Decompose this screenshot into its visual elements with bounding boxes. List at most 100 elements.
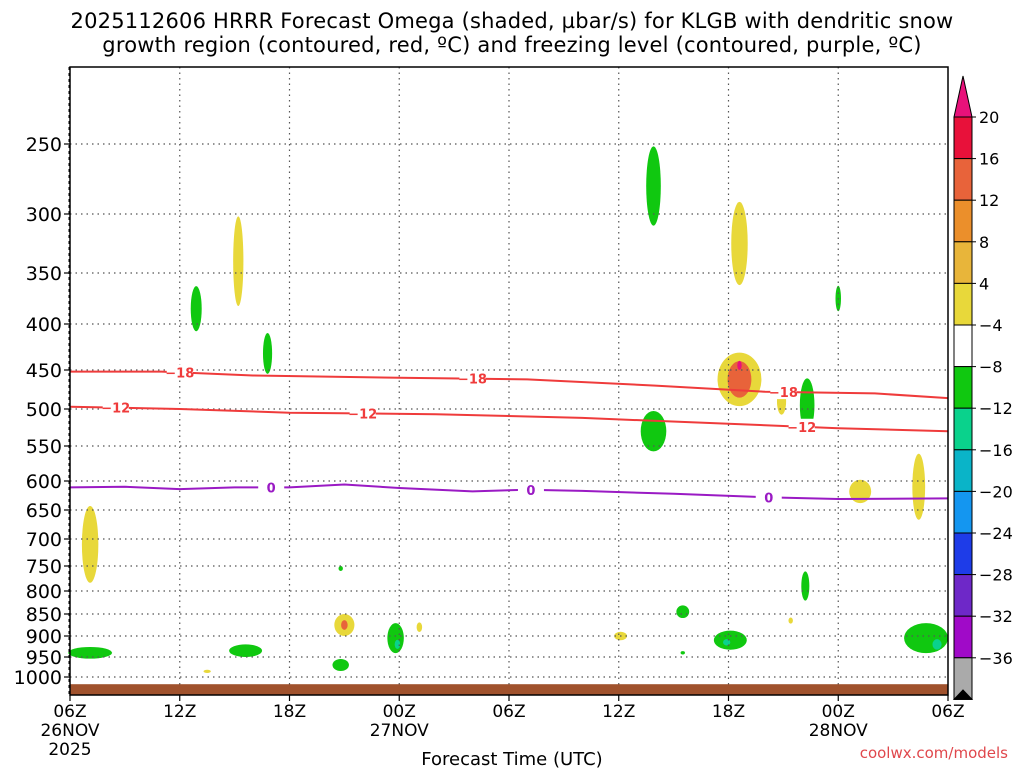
x-tick-label: 18Z (273, 702, 306, 722)
x-axis-label: Forecast Time (UTC) (421, 749, 603, 770)
colorbar-segment (953, 366, 973, 409)
colorbar-segment (953, 490, 973, 534)
y-tick-label: 850 (26, 604, 62, 626)
omega-shaded-region (394, 639, 401, 650)
colorbar-tick-label: −16 (979, 441, 1013, 460)
contour-label-0: 0 (526, 484, 535, 499)
x-tick-label: 26NOV (40, 721, 99, 741)
omega-shaded-region (190, 286, 202, 332)
y-tick-label: 350 (26, 263, 62, 285)
y-tick-label: 300 (26, 204, 62, 226)
omega-shaded-region (803, 385, 811, 417)
colorbar-segment (953, 241, 973, 284)
y-tick-label: 1000 (14, 667, 62, 689)
colorbar-tick-label: −12 (979, 399, 1013, 418)
contour-label-bg (788, 418, 815, 434)
y-tick-label: 550 (26, 436, 62, 458)
contour-label-bg (102, 399, 129, 415)
colorbar-segment (953, 532, 973, 576)
contour-label--18: −18 (165, 366, 194, 381)
contour-line-0 (69, 483, 949, 501)
colorbar-segment (953, 199, 973, 243)
colorbar-segment (953, 449, 973, 492)
chart-title-line-2: growth region (contoured, red, ºC) and f… (102, 33, 922, 57)
omega-shaded-region (801, 571, 810, 601)
colorbar-segment (953, 116, 973, 160)
contour-label--12: −12 (348, 407, 377, 422)
colorbar-tick-label: −28 (979, 566, 1013, 585)
colorbar-segment (953, 324, 973, 368)
colorbar-segment (953, 282, 973, 326)
omega-shaded-region (68, 646, 113, 659)
x-tick-label: 06Z (492, 702, 525, 722)
omega-shaded-region (229, 644, 263, 657)
omega-shaded-region (849, 479, 872, 504)
x-tick-label: 00Z (822, 702, 855, 722)
colorbar-tick-label: −24 (979, 524, 1013, 543)
colorbar-tick-label: 8 (979, 233, 989, 252)
x-tick-label: 12Z (163, 702, 196, 722)
omega-shaded-region (262, 333, 273, 374)
colorbar-tick-label: −8 (979, 358, 1003, 377)
colorbar-tick-label: −36 (979, 649, 1013, 668)
colorbar-tick-label: −20 (979, 482, 1013, 501)
omega-shaded-region (932, 639, 942, 650)
contour-label-bg (755, 489, 782, 505)
y-tick-label: 900 (26, 626, 62, 648)
omega-shaded-region (81, 506, 99, 583)
omega-shaded-region (416, 622, 423, 633)
contour-label--18: −18 (769, 386, 798, 401)
y-tick-label: 400 (26, 314, 62, 336)
contour-label-0: 0 (267, 481, 276, 496)
contour-label--12: −12 (787, 421, 816, 436)
contour-label-bg (349, 405, 376, 421)
x-tick-label: 2025 (48, 740, 91, 760)
colorbar-tick-label: 16 (979, 150, 999, 169)
omega-shaded-region (713, 630, 747, 650)
x-tick-label: 06Z (53, 702, 86, 722)
colorbar-bottom-arrow (952, 689, 974, 700)
omega-shaded-region (646, 146, 661, 226)
omega-shaded-region (737, 360, 742, 370)
colorbar-segment (953, 574, 973, 617)
y-tick-label: 750 (26, 556, 62, 578)
contour-label--18: −18 (458, 373, 487, 388)
y-tick-label: 650 (26, 500, 62, 522)
omega-shaded-region (203, 669, 211, 674)
contour-label-bg (770, 384, 797, 400)
y-tick-label: 500 (26, 399, 62, 421)
contour-label-bg (258, 479, 285, 495)
y-tick-label: 450 (26, 360, 62, 382)
colorbar-segment (953, 615, 973, 659)
x-tick-label: 27NOV (370, 721, 429, 741)
contour-label-bg (517, 481, 544, 497)
x-tick-label: 28NOV (809, 721, 868, 741)
omega-shaded-region (788, 617, 793, 624)
chart-title-line-1: 2025112606 HRRR Forecast Omega (shaded, … (70, 9, 954, 33)
contour-label-bg (166, 364, 193, 380)
omega-shaded-region (731, 201, 748, 286)
omega-shaded-region (680, 651, 685, 655)
y-tick-label: 700 (26, 529, 62, 551)
x-tick-label: 00Z (383, 702, 416, 722)
omega-shaded-region (341, 620, 348, 630)
omega-shaded-region (912, 453, 926, 520)
y-tick-label: 250 (26, 134, 62, 156)
colorbar-tick-label: 4 (979, 274, 989, 293)
colorbar-tick-label: 20 (979, 108, 999, 127)
credit-text: coolwx.com/models (859, 744, 1008, 762)
colorbar-segment (953, 407, 973, 451)
colorbar-tick-label: −4 (979, 316, 1003, 335)
y-tick-label: 600 (26, 471, 62, 493)
omega-shaded-region (727, 361, 752, 398)
contour-label--12: −12 (101, 402, 130, 417)
omega-shaded-region (387, 623, 404, 654)
omega-shaded-region (338, 566, 343, 571)
surface-terrain (70, 684, 948, 695)
omega-shaded-region (676, 605, 690, 619)
x-tick-label: 06Z (931, 702, 964, 722)
x-tick-label: 12Z (602, 702, 635, 722)
omega-shaded-region (640, 411, 667, 452)
omega-shaded-region (332, 659, 349, 671)
